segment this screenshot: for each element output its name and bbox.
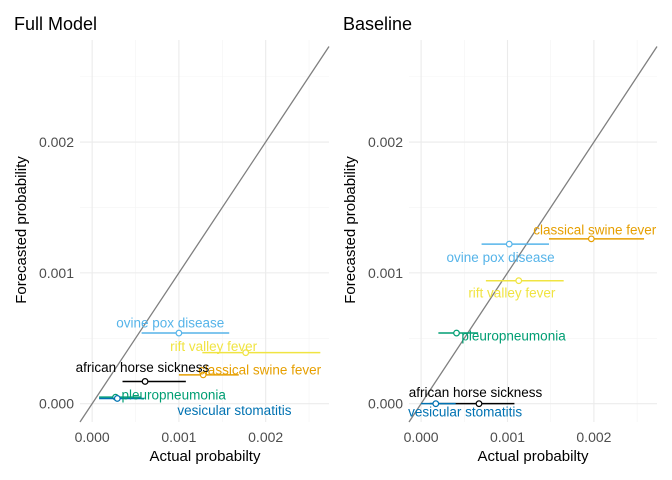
panel-baseline: Baseline Actual probabilty Forecasted pr… [342, 14, 658, 465]
y-tick-label: 0.002 [368, 134, 403, 150]
data-label: vesicular stomatitis [177, 403, 291, 418]
y-tick-label: 0.001 [39, 265, 74, 281]
reference-line [79, 46, 330, 423]
data-marks [99, 329, 321, 402]
data-label: pleuropneumonia [461, 329, 566, 344]
data-label: classical swine fever [198, 363, 322, 378]
data-point [199, 371, 207, 379]
panel-title: Full Model [14, 14, 97, 34]
data-point [242, 349, 250, 357]
identity-line [79, 46, 330, 423]
x-tick-label: 0.000 [404, 429, 439, 445]
data-label: pleuropneumonia [122, 388, 227, 403]
grid [409, 40, 657, 422]
data-label: african horse sickness [409, 385, 543, 400]
data-point [432, 400, 440, 408]
x-tick-label: 0.002 [576, 429, 611, 445]
x-tick-label: 0.001 [161, 429, 196, 445]
x-tick-label: 0.000 [75, 429, 110, 445]
y-tick-label: 0.002 [39, 134, 74, 150]
y-axis-title: Forecasted probability [342, 156, 359, 304]
identity-line [408, 46, 658, 423]
data-label: rift valley fever [170, 339, 258, 354]
x-axis-title: Actual probabilty [478, 448, 589, 465]
data-point [453, 329, 460, 337]
data-point [113, 395, 121, 402]
data-label: african horse sickness [76, 360, 210, 375]
y-tick-label: 0.001 [368, 265, 403, 281]
y-tick-label: 0.000 [39, 396, 74, 412]
tick-labels: 0.000 0.001 0.002 0.000 0.001 0.002 [39, 134, 283, 445]
data-label: ovine pox disease [116, 316, 224, 331]
y-tick-label: 0.000 [368, 396, 403, 412]
data-point [475, 400, 483, 408]
data-label: vesicular stomatitis [408, 405, 522, 420]
tick-labels: 0.000 0.001 0.002 0.000 0.001 0.002 [368, 134, 612, 445]
data-label: rift valley fever [468, 285, 556, 300]
y-axis-title: Forecasted probability [13, 156, 30, 304]
data-point [587, 235, 595, 243]
reference-line [408, 46, 658, 423]
data-point [505, 240, 513, 248]
x-axis-title: Actual probabilty [150, 448, 261, 465]
data-labels: classical swine fever ovine pox disease ri… [408, 223, 657, 420]
data-marks [421, 235, 645, 408]
x-tick-label: 0.001 [490, 429, 525, 445]
data-point [141, 378, 149, 385]
data-label: classical swine fever [533, 223, 657, 238]
grid [80, 40, 329, 422]
data-label: ovine pox disease [447, 250, 555, 265]
data-point [175, 329, 183, 337]
data-point [515, 277, 523, 285]
x-tick-label: 0.002 [248, 429, 283, 445]
panel-title: Baseline [343, 14, 412, 34]
data-labels: ovine pox disease rift valley fever classi… [76, 316, 322, 419]
panel-full-model: Full Model Actual probabilty Forecasted … [13, 14, 330, 465]
